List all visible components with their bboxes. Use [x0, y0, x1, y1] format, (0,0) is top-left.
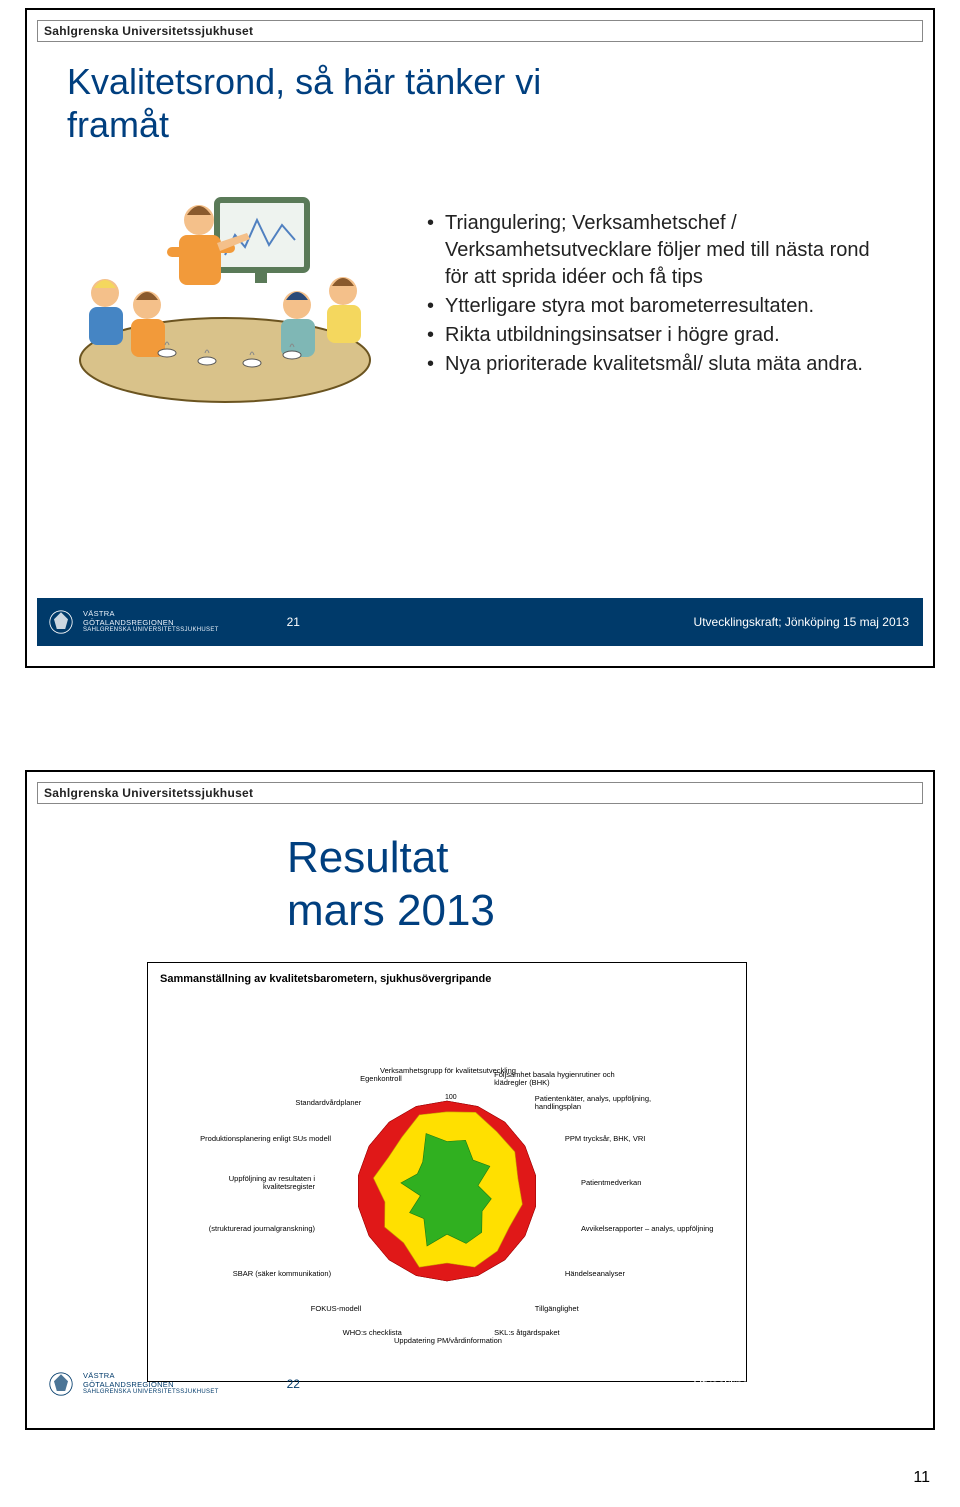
radar-label: Patientenkäter, analys, uppföljning, han… [535, 1094, 675, 1111]
slide-header: Sahlgrenska Universitetssjukhuset [37, 782, 923, 804]
footer-left: VÄSTRA GÖTALANDSREGIONEN SAHLGRENSKA UNI… [47, 608, 320, 636]
org-line: GÖTALANDSREGIONEN [83, 618, 219, 627]
radar-label: Följsamhet basala hygienrutiner och kläd… [494, 1071, 634, 1088]
header-text: Sahlgrenska Universitetssjukhuset [38, 783, 922, 803]
slide-title: Kvalitetsrond, så här tänker vi framåt [67, 60, 567, 146]
org-line: SAHLGRENSKA UNIVERSITETSSJUKHUSET [83, 1389, 219, 1396]
footer-org: VÄSTRA GÖTALANDSREGIONEN SAHLGRENSKA UNI… [83, 1371, 219, 1396]
chart-box: Sammanställning av kvalitetsbarometern, … [147, 962, 747, 1382]
radar-label: SBAR (säker kommunikation) [233, 1269, 331, 1277]
radar-label: (strukturerad journalgranskning) [209, 1225, 315, 1233]
header-text: Sahlgrenska Universitetssjukhuset [38, 21, 922, 41]
vg-logo-icon [47, 608, 75, 636]
radar-label: WHO:s checklista [343, 1329, 402, 1337]
title-line: mars 2013 [287, 885, 495, 938]
footer-caption: Utvecklingskraft; Jönköping 15 maj 2013 [694, 615, 909, 629]
radar-label: Egenkontroll [360, 1075, 402, 1083]
org-line: SAHLGRENSKA UNIVERSITETSSJUKHUSET [83, 627, 219, 634]
slide-footer: VÄSTRA GÖTALANDSREGIONEN SAHLGRENSKA UNI… [37, 598, 923, 646]
radar-label: Avvikelserapporter – analys, uppföljning [581, 1225, 713, 1233]
org-line: VÄSTRA [83, 609, 219, 618]
slide-footer-gradient: VÄSTRA GÖTALANDSREGIONEN SAHLGRENSKA UNI… [37, 1360, 923, 1408]
org-line: VÄSTRA [83, 1371, 219, 1380]
radar-label: FOKUS-modell [311, 1305, 361, 1313]
slide-1: Sahlgrenska Universitetssjukhuset Kvalit… [25, 8, 935, 668]
org-line: GÖTALANDSREGIONEN [83, 1380, 219, 1389]
footer-caption: Utvecklingskraft; Jönköping 15 maj 2013 [694, 1377, 909, 1391]
radar-label: Uppföljning av resultaten i kvalitetsreg… [175, 1174, 315, 1191]
radar-label: Uppdatering PM/vårdinformation [394, 1337, 502, 1345]
bullet-item: Triangulering; Verksamhetschef / Verksam… [427, 210, 897, 291]
radar-label: Produktionsplanering enligt SUs modell [200, 1134, 331, 1142]
page: Sahlgrenska Universitetssjukhuset Kvalit… [0, 0, 960, 1507]
radar-label: PPM trycksår, BHK, VRI [565, 1134, 645, 1142]
page-number: 11 [913, 1469, 930, 1487]
radar-label: Tillgänglighet [535, 1305, 579, 1313]
svg-text:100: 100 [445, 1094, 457, 1101]
radar-chart: 100 Verksamhetsgrupp för kvalitetsutveck… [148, 991, 746, 1361]
meeting-illustration [67, 175, 382, 410]
footer-org: VÄSTRA GÖTALANDSREGIONEN SAHLGRENSKA UNI… [83, 609, 219, 634]
bullet-item: Ytterligare styra mot barometerresultate… [427, 293, 897, 320]
radar-label: Standardvårdplaner [295, 1098, 361, 1106]
chart-title: Sammanställning av kvalitetsbarometern, … [148, 963, 746, 991]
bullet-list: Triangulering; Verksamhetschef / Verksam… [427, 210, 897, 380]
slide-2: Sahlgrenska Universitetssjukhuset Result… [25, 770, 935, 1430]
slide-number: 22 [287, 1377, 300, 1391]
vg-logo-icon [47, 1370, 75, 1398]
slide-title: Resultat mars 2013 [287, 832, 495, 938]
title-line: Resultat [287, 832, 495, 885]
radar-label: SKL:s åtgärdspaket [494, 1329, 559, 1337]
bullet-item: Rikta utbildningsinsatser i högre grad. [427, 322, 897, 349]
radar-label: Händelseanalyser [565, 1269, 625, 1277]
slide-number: 21 [287, 615, 300, 629]
bullet-item: Nya prioriterade kvalitetsmål/ sluta mät… [427, 351, 897, 378]
radar-label: Patientmedverkan [581, 1178, 641, 1186]
footer-left: VÄSTRA GÖTALANDSREGIONEN SAHLGRENSKA UNI… [47, 1370, 320, 1398]
slide-header: Sahlgrenska Universitetssjukhuset [37, 20, 923, 42]
